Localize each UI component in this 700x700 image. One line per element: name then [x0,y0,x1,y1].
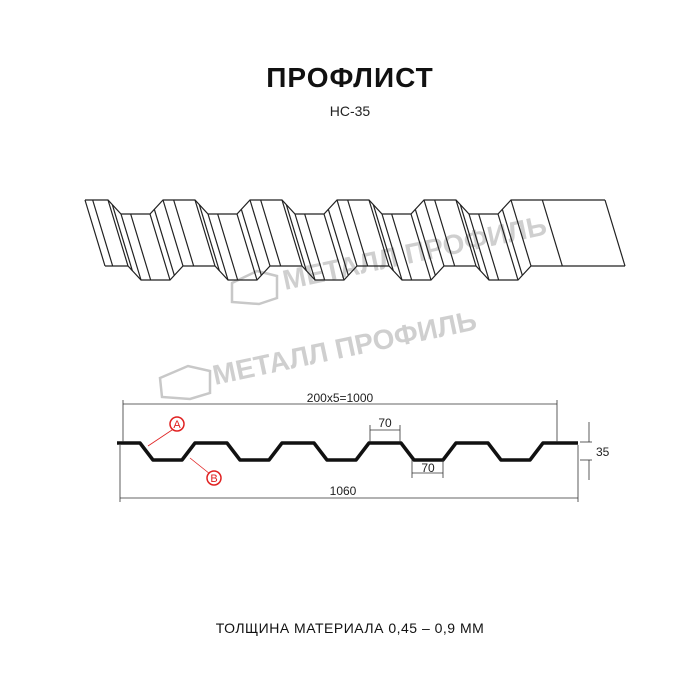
watermark-logo-2 [158,364,212,401]
sheet-rib-line [604,199,626,267]
sheet-rib-line [347,199,369,267]
sheet-rib-line [423,199,445,267]
marker-b-label: B [210,473,217,485]
sheet-rib-line [434,199,456,267]
sheet-rib-line [120,213,142,281]
sheet-rib-line [84,199,106,267]
dimension-lines [119,400,592,502]
marker-a-circle [169,416,185,432]
material-thickness: ТОЛЩИНА МАТЕРИАЛА 0,45 – 0,9 ММ [215,620,485,636]
subtitle: НС-35 [329,103,371,119]
sheet-rib-line [541,199,563,267]
sheet-rib-line [459,204,481,271]
sheet-rib-line [304,213,326,281]
marker-b-circle [206,470,222,486]
sheet-rib-line [368,199,390,267]
sheet-rib-line [173,199,195,267]
sheet-perspective [84,199,626,281]
marker-a-leader [147,427,176,447]
sheet-rib-line [249,199,271,267]
profile-line [117,441,578,462]
sheet-rib-line [410,213,432,281]
sheet-rib-line [240,209,262,276]
title: ПРОФЛИСТ [266,62,434,93]
sheet-rib-line [285,204,307,271]
dim-height: 35 [596,445,610,459]
watermark-text: МЕТАЛЛ ПРОФИЛЬ [210,305,480,391]
sheet-rib-line [510,199,532,267]
marker-a-label: A [173,419,181,431]
sheet-rib-line [111,204,133,271]
sheet-edge [105,265,625,281]
sheet-rib-line [92,199,114,267]
watermark-logo-1 [230,269,279,306]
sheet-rib-line [501,209,523,276]
sheet-rib-line [336,199,358,267]
sheet-rib-line [281,199,303,267]
sheet-rib-line [130,213,152,281]
sheet-edge [85,199,605,215]
sheet-rib-line [217,213,239,281]
sheet-rib-line [236,213,258,281]
sheet-rib-line [381,213,403,281]
dim-bottom-width: 70 [421,461,435,475]
watermark-text: МЕТАЛЛ ПРОФИЛЬ [280,210,550,296]
dim-top-width: 70 [378,416,392,430]
sheet-rib-line [194,199,216,267]
sheet-rib-line [107,199,129,267]
marker-b-leader [189,457,211,475]
sheet-rib-line [153,209,175,276]
sheet-rib-line [478,213,500,281]
sheet-rib-line [414,209,436,276]
sheet-rib-line [327,209,349,276]
sheet-rib-line [323,213,345,281]
sheet-rib-line [497,213,519,281]
sheet-rib-line [198,204,220,271]
profile-section [117,441,578,462]
sheet-rib-line [455,199,477,267]
sheet-rib-line [260,199,282,267]
sheet-rib-line [149,213,171,281]
sheet-rib-line [372,204,394,271]
watermark-1: МЕТАЛЛ ПРОФИЛЬ [280,210,550,296]
sheet-rib-line [162,199,184,267]
dim-total-width: 1060 [330,484,357,498]
sheet-rib-line [391,213,413,281]
sheet-rib-line [207,213,229,281]
sheet-rib-line [294,213,316,281]
watermark-2: МЕТАЛЛ ПРОФИЛЬ [210,305,480,391]
sheet-rib-line [468,213,490,281]
dim-pitch-total: 200x5=1000 [307,391,374,405]
